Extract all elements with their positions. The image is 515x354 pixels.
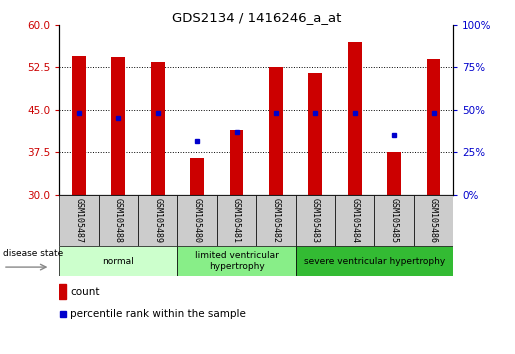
Bar bbox=[256, 195, 296, 246]
Bar bbox=[230, 130, 244, 195]
Text: severe ventricular hypertrophy: severe ventricular hypertrophy bbox=[304, 257, 445, 266]
Text: percentile rank within the sample: percentile rank within the sample bbox=[70, 309, 246, 319]
Text: disease state: disease state bbox=[3, 249, 63, 258]
Bar bbox=[217, 195, 256, 246]
Text: GSM105485: GSM105485 bbox=[390, 198, 399, 243]
Bar bbox=[296, 195, 335, 246]
Bar bbox=[72, 56, 86, 195]
Bar bbox=[59, 246, 177, 276]
Bar bbox=[308, 73, 322, 195]
Text: GSM105481: GSM105481 bbox=[232, 198, 241, 243]
Bar bbox=[335, 195, 374, 246]
Bar bbox=[59, 284, 66, 299]
Bar bbox=[296, 246, 453, 276]
Text: GSM105489: GSM105489 bbox=[153, 198, 162, 243]
Bar bbox=[387, 152, 401, 195]
Bar bbox=[177, 246, 296, 276]
Bar bbox=[99, 195, 138, 246]
Text: GSM105486: GSM105486 bbox=[429, 198, 438, 243]
Bar bbox=[111, 57, 125, 195]
Text: GSM105482: GSM105482 bbox=[271, 198, 280, 243]
Text: limited ventricular
hypertrophy: limited ventricular hypertrophy bbox=[195, 251, 279, 271]
Bar bbox=[151, 62, 165, 195]
Text: count: count bbox=[70, 286, 100, 297]
Bar bbox=[426, 59, 440, 195]
Text: GSM105488: GSM105488 bbox=[114, 198, 123, 243]
Text: GSM105480: GSM105480 bbox=[193, 198, 201, 243]
Bar bbox=[190, 158, 204, 195]
Bar bbox=[59, 195, 99, 246]
Bar bbox=[348, 42, 362, 195]
Text: normal: normal bbox=[102, 257, 134, 266]
Text: GSM105483: GSM105483 bbox=[311, 198, 320, 243]
Bar bbox=[374, 195, 414, 246]
Bar bbox=[414, 195, 453, 246]
Bar bbox=[138, 195, 177, 246]
Title: GDS2134 / 1416246_a_at: GDS2134 / 1416246_a_at bbox=[171, 11, 341, 24]
Bar bbox=[177, 195, 217, 246]
Bar bbox=[269, 67, 283, 195]
Text: GSM105487: GSM105487 bbox=[75, 198, 83, 243]
Text: GSM105484: GSM105484 bbox=[350, 198, 359, 243]
